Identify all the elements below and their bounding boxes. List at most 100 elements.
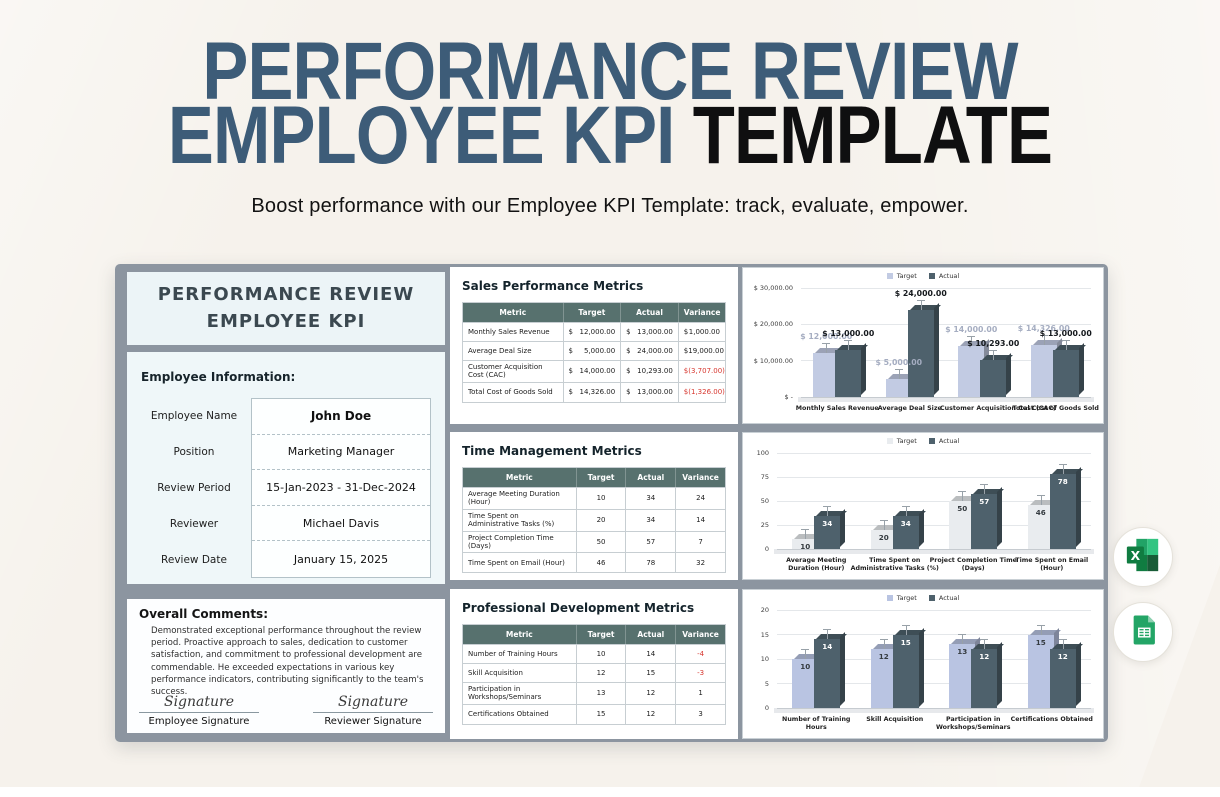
y-tick-label: 0 [764,704,769,712]
x-axis-label: Time Spent on Email (Hour) [1015,557,1089,572]
target-cell: $14,000.00 [562,361,621,382]
employee-info-title: Employee Information: [141,370,296,384]
table-row: Certifications Obtained 15 12 3 [463,704,725,724]
column-header: Target [575,625,626,644]
chart-plot: 20 15 10 5 0 Number of Training Hours 10 14 Skil… [761,606,1094,731]
error-bar [1040,494,1042,505]
legend-item: Target [886,437,917,445]
column-header: Variance [675,625,725,644]
x-axis-label: Certifications Obtained [1010,716,1093,723]
error-bar-cap [901,506,910,508]
google-sheets-badge[interactable] [1113,602,1173,662]
table-row: Average Deal Size $5,000.00 $24,000.00 $19,… [463,342,725,361]
y-tick-label: 10 [760,655,769,663]
currency-symbol: $ [568,327,574,336]
y-tick-label: 5 [764,679,769,688]
bar-data-label: 46 [1035,507,1046,517]
hero-subtitle: Boost performance with our Employee KPI … [251,195,969,217]
gridline [777,634,1091,635]
error-bar [1040,624,1042,635]
table-header-row: Metric Target Actual Variance [463,303,725,323]
sales-metrics-panel: Sales Performance Metrics Metric Target Ac… [450,267,738,424]
variance-cell: $ (1,326.00) [677,382,730,402]
currency-symbol: $ [626,327,631,336]
chart-floor [798,397,1094,402]
error-bar-cap [894,368,903,370]
hero-title-line2: EMPLOYEE KPI TEMPLATE [98,95,1123,177]
y-tick-label: 0 [764,545,769,553]
chart-plot: $ 30,000.00 $ 20,000.00 $ 10,000.00 $ - Mont… [754,284,1099,412]
target-cell: 20 [575,509,626,531]
bar-side-face [861,342,867,395]
legend-swatch [928,595,935,601]
time-metrics-panel: Time Management Metrics Metric Target Actu… [450,432,738,580]
hero-title-block: PERFORMANCE REVIEW EMPLOYEE KPI TEMPLATE… [0,31,1220,218]
gridline [777,476,1091,478]
info-value: 15-Jan-2023 - 31-Dec-2024 [252,470,430,506]
employee-info-values: John Doe Marketing Manager 15-Jan-2023 - 3… [251,398,431,578]
x-axis-label: Participation in Workshops/Seminars [935,716,1011,731]
variance-cell: 3 [675,704,725,724]
error-bar [883,519,885,530]
column-header: Variance [677,303,726,322]
legend-label: Actual [938,437,960,445]
y-tick-label: 75 [760,473,769,481]
target-cell: $14,326.00 [562,382,621,402]
info-value: Michael Davis [252,506,430,542]
chart-legend: Target Actual [743,594,1103,602]
x-axis-label: Monthly Sales Revenue [795,405,879,412]
actual-cell: 57 [625,531,675,553]
report-title-line2: EMPLOYEE KPI [206,310,366,332]
overall-comments-box: Overall Comments: Demonstrated exception… [127,599,445,733]
bar-data-label: 12 [979,652,990,662]
chart-floor [774,549,1094,554]
column-header: Metric [499,308,527,317]
report-title-box: PERFORMANCE REVIEW EMPLOYEE KPI [127,272,445,345]
hero-title-line1: PERFORMANCE REVIEW [98,31,1123,113]
metric-cell: Time Spent on Administrative Tasks (%) [468,511,555,529]
table-row: Time Spent on Email (Hour) 46 78 32 [463,553,725,573]
legend-swatch [886,595,893,601]
error-bar-cap [980,484,989,486]
metric-cell: Project Completion Time (Days) [468,533,554,550]
excel-badge[interactable]: X [1113,527,1173,587]
actual-cell: 15 [625,664,675,682]
column-header: Metric [505,473,533,482]
error-bar-cap [916,299,925,301]
bar-data-label: 10 [800,662,811,671]
variance-cell: 14 [675,509,725,531]
error-bar [827,629,829,640]
bar-data-label: 20 [878,532,889,542]
currency-symbol: $ [626,346,631,355]
bar-data-label: $ 24,000.00 [894,288,947,298]
info-value: John Doe [252,399,430,435]
x-axis-label: Total Cost of Goods Sold [1012,405,1099,412]
table-row: Number of Training Hours 10 14 -4 [463,645,725,664]
employee-signature-label: Employee Signature [148,716,250,727]
reviewer-signature-label: Reviewer Signature [324,716,422,727]
variance-cell: 32 [675,553,725,573]
legend-item: Target [886,594,917,602]
chart-legend: Target Actual [743,437,1103,445]
amount: (1,326.00) [688,388,725,397]
chart-floor [774,708,1094,713]
legend-swatch [886,438,893,444]
error-bar-cap [801,529,810,531]
amount: 10,293.00 [637,367,673,376]
column-header: Variance [675,468,725,487]
error-bar-cap [823,506,832,508]
bar-data-label: 14 [822,642,833,652]
error-bar-cap [958,491,967,492]
legend-item: Actual [928,594,959,602]
reviewer-signature: Signature Reviewer Signature [313,694,433,727]
legend-swatch [928,438,935,444]
table-header-row: Metric Target Actual Variance [463,625,725,645]
amount: 12,000.00 [579,327,616,336]
actual-cell: $13,000.00 [620,382,678,402]
error-bar [883,639,885,650]
variance-cell: $19,000.00 [677,342,729,360]
metric-cell: Participation in Workshops/Seminars [468,685,542,702]
table-row: Average Meeting Duration (Hour) 10 34 24 [463,488,725,510]
table-row: Total Cost of Goods Sold $14,326.00 $13,00… [463,382,725,402]
bar-data-label: 57 [979,497,990,507]
